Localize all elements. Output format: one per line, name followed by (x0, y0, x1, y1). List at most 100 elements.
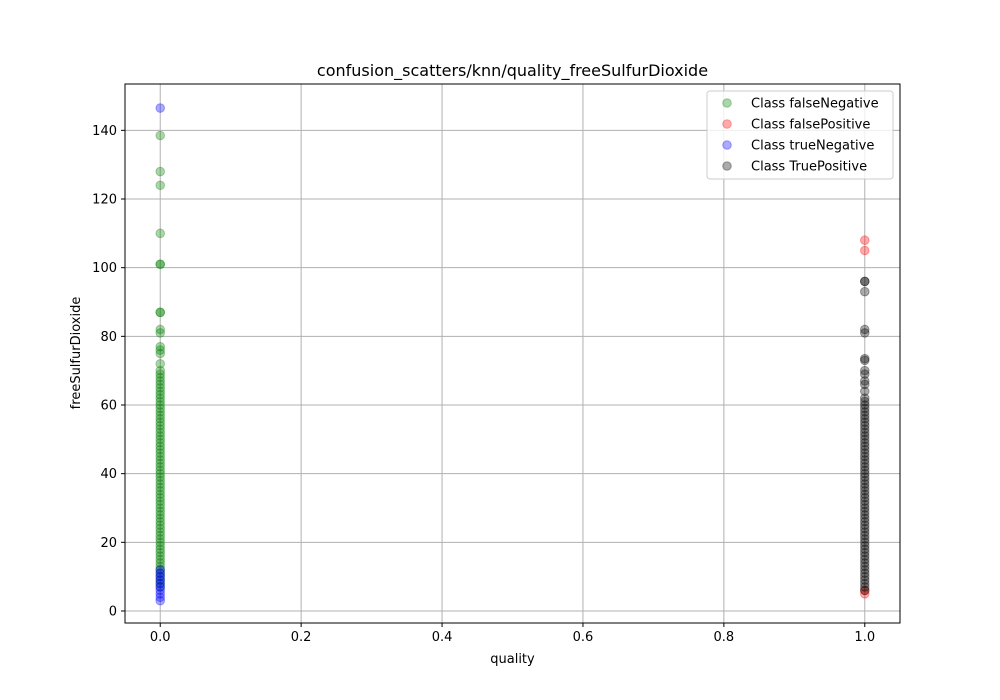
data-point (859, 482, 870, 493)
data-point (155, 506, 166, 517)
data-point (155, 523, 166, 534)
data-point (155, 345, 166, 355)
data-point (859, 527, 870, 537)
data-point (155, 444, 166, 455)
data-point (155, 427, 166, 438)
data-point (155, 564, 166, 575)
legend-marker (722, 140, 732, 150)
legend-label: Class trueNegative (751, 139, 874, 154)
data-point (859, 369, 870, 379)
data-point (859, 496, 870, 506)
data-point (155, 571, 166, 582)
data-point (155, 400, 166, 410)
data-point (155, 551, 166, 561)
data-point (155, 383, 166, 393)
y-tick-label: 60 (100, 398, 117, 413)
data-point (155, 592, 166, 603)
data-point (155, 307, 166, 318)
data-point (155, 561, 166, 572)
y-tick-label: 80 (100, 330, 117, 345)
data-point (155, 389, 166, 400)
data-point (859, 513, 870, 524)
data-point (859, 503, 870, 513)
data-point (155, 441, 166, 451)
data-point (859, 386, 870, 397)
data-point (859, 379, 870, 390)
chart-title: confusion_scatters/knn/quality_freeSulfu… (317, 61, 708, 81)
data-point (859, 413, 870, 424)
data-point (859, 458, 870, 469)
data-point (155, 413, 166, 424)
data-point (859, 582, 870, 592)
y-tick-label: 40 (100, 467, 117, 482)
series-1 (859, 235, 870, 599)
y-tick-label: 100 (92, 261, 117, 276)
axis-ticks: 0.0 0.2 0.4 0.6 0.8 1.0 0 20 40 60 80 100 120 140 (92, 124, 875, 645)
data-point (155, 372, 166, 383)
data-point (859, 455, 870, 465)
data-point (155, 396, 166, 407)
x-tick-label: 0.2 (291, 630, 312, 645)
data-point (859, 365, 870, 376)
data-point (859, 235, 870, 246)
data-point (859, 558, 870, 568)
data-point (859, 551, 870, 561)
data-point (155, 259, 166, 270)
data-point (155, 328, 166, 338)
y-tick-label: 120 (92, 193, 117, 208)
data-point (859, 393, 870, 403)
data-point (155, 437, 166, 448)
data-point (859, 468, 870, 479)
data-point (155, 341, 166, 352)
data-point (859, 448, 870, 458)
y-tick-label: 20 (100, 536, 117, 551)
data-point (859, 407, 870, 417)
data-point (155, 582, 166, 592)
data-point (859, 537, 870, 548)
series-3 (859, 276, 870, 596)
data-point (859, 276, 870, 287)
data-point (155, 424, 166, 434)
data-point (155, 386, 166, 397)
legend-label: Class falseNegative (751, 97, 879, 112)
data-point (859, 561, 870, 572)
data-point (155, 520, 166, 530)
data-point (155, 489, 166, 500)
data-point (155, 479, 166, 489)
data-points (155, 103, 870, 606)
data-point (859, 585, 870, 596)
data-point (859, 568, 870, 579)
legend-label: Class falsePositive (751, 118, 870, 133)
y-tick-label: 140 (92, 124, 117, 139)
data-point (155, 461, 166, 472)
data-point (859, 489, 870, 500)
data-point (155, 455, 166, 465)
data-point (155, 558, 166, 568)
data-point (859, 324, 870, 335)
y-axis-title: freeSulfurDioxide (69, 297, 84, 410)
data-point (859, 544, 870, 554)
data-point (859, 245, 870, 256)
legend-label: Class TruePositive (751, 160, 867, 175)
data-point (859, 355, 870, 366)
data-point (859, 417, 870, 427)
data-point (859, 578, 870, 589)
data-point (155, 578, 166, 589)
x-tick-label: 0.0 (150, 630, 171, 645)
data-point (859, 410, 870, 421)
data-point (859, 475, 870, 486)
data-point (155, 451, 166, 462)
data-point (859, 451, 870, 462)
data-point (155, 578, 166, 589)
data-point (155, 492, 166, 503)
data-point (859, 424, 870, 434)
data-point (859, 431, 870, 441)
data-point (859, 479, 870, 489)
x-tick-label: 1.0 (854, 630, 875, 645)
data-point (155, 307, 166, 318)
legend: Class falseNegative Class falsePositive Cl… (706, 90, 894, 180)
data-point (859, 420, 870, 431)
data-point (859, 461, 870, 472)
legend-box (706, 90, 894, 180)
data-point (155, 468, 166, 479)
